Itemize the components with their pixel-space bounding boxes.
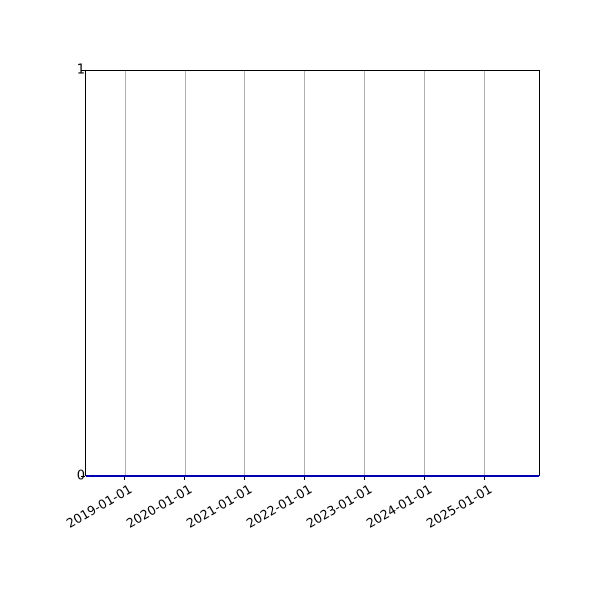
- gridline-vertical: [484, 71, 485, 475]
- ytick-mark-bottom: [81, 476, 85, 478]
- plot-area: [85, 70, 540, 477]
- xtick-mark: [423, 476, 425, 480]
- gridline-vertical: [124, 71, 126, 475]
- xtick-mark: [124, 476, 126, 480]
- xtick-mark: [184, 476, 186, 480]
- gridline-vertical: [424, 71, 425, 475]
- xtick-label: 2023-01-01: [303, 481, 374, 531]
- gridline-vertical: [364, 71, 365, 475]
- series-line-0: [86, 475, 539, 477]
- xtick-label: 2024-01-01: [363, 481, 434, 531]
- gridline-vertical: [304, 71, 305, 475]
- ytick-label-top: 1: [45, 64, 85, 77]
- ytick-label-bottom: 0: [45, 470, 85, 483]
- xtick-mark: [243, 476, 245, 480]
- xtick-label: 2020-01-01: [123, 481, 195, 531]
- ytick-mark-top: [81, 70, 85, 72]
- xtick-label: 2021-01-01: [183, 481, 254, 531]
- gridline-vertical: [244, 71, 245, 475]
- xtick-mark: [483, 476, 485, 480]
- xtick-label: 2019-01-01: [63, 481, 135, 531]
- xtick-label: 2025-01-01: [423, 481, 494, 531]
- xtick-mark: [303, 476, 305, 480]
- xtick-label: 2022-01-01: [243, 481, 314, 531]
- gridline-vertical: [184, 71, 186, 475]
- data-layer: [86, 71, 539, 477]
- xtick-mark: [363, 476, 365, 480]
